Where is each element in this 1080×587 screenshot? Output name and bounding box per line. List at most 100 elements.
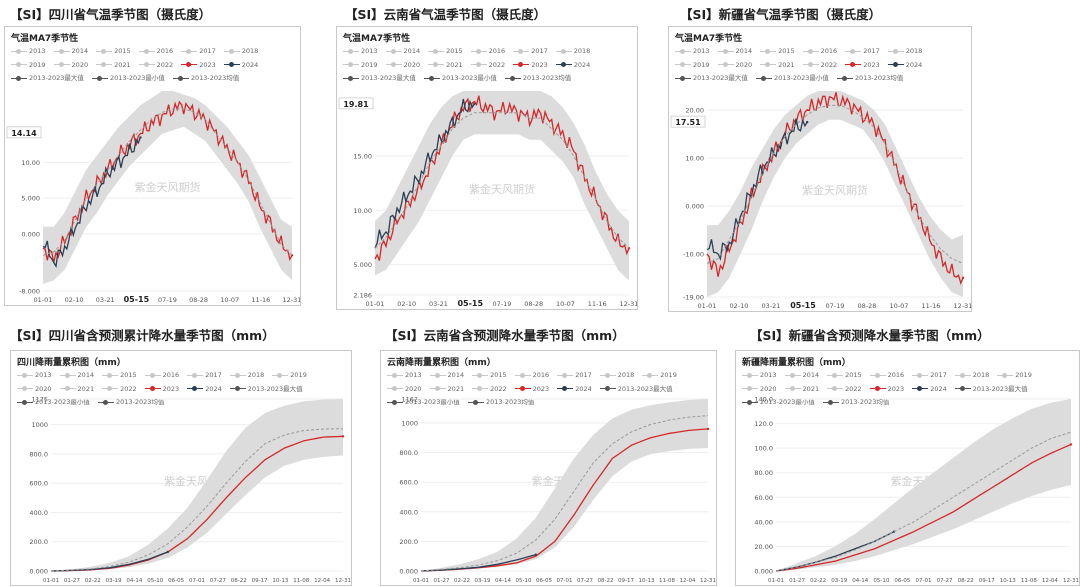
legend-marker bbox=[229, 385, 246, 392]
legend-label: 2013-2023均值 bbox=[522, 74, 572, 82]
legend-item[interactable]: 2022 bbox=[102, 383, 137, 395]
legend-item[interactable]: 2015 bbox=[102, 369, 137, 381]
legend-item[interactable]: 2014 bbox=[59, 369, 94, 381]
legend-label: 2017 bbox=[863, 47, 880, 55]
legend-item[interactable]: 2017 bbox=[557, 369, 592, 381]
legend-item[interactable]: 2021 bbox=[428, 59, 463, 71]
legend-item[interactable]: 2018 bbox=[229, 369, 264, 381]
legend-item[interactable]: 2016 bbox=[470, 45, 505, 57]
legend-item[interactable]: 2016 bbox=[138, 45, 173, 57]
legend-marker bbox=[59, 372, 76, 379]
legend-item[interactable]: 2014 bbox=[784, 369, 819, 381]
legend-item[interactable]: 2014 bbox=[429, 369, 464, 381]
legend-item[interactable]: 2016 bbox=[869, 369, 904, 381]
legend-item[interactable]: 2013-2023均值 bbox=[504, 72, 572, 84]
legend-item[interactable]: 2013-2023最大值 bbox=[343, 72, 416, 84]
legend-item[interactable]: 2013 bbox=[675, 45, 710, 57]
legend-item[interactable]: 2018 bbox=[599, 369, 634, 381]
legend-item[interactable]: 2014 bbox=[53, 45, 88, 57]
legend-item[interactable]: 2016 bbox=[144, 369, 179, 381]
legend-item[interactable]: 2013-2023最大值 bbox=[599, 383, 673, 395]
legend-item[interactable]: 2013-2023最小值 bbox=[742, 396, 815, 408]
legend-item[interactable]: 2024 bbox=[555, 59, 590, 71]
legend-label: 2023 bbox=[532, 384, 550, 393]
legend-item[interactable]: 2024 bbox=[912, 383, 947, 395]
legend-item[interactable]: 2021 bbox=[760, 59, 795, 71]
legend-item[interactable]: 2019 bbox=[272, 369, 307, 381]
legend-item[interactable]: 2023 bbox=[513, 59, 548, 71]
legend-item[interactable]: 2013 bbox=[387, 369, 422, 381]
legend-item[interactable]: 2024 bbox=[187, 383, 222, 395]
legend-item[interactable]: 2013 bbox=[17, 369, 52, 381]
legend-item[interactable]: 2017 bbox=[181, 45, 216, 57]
legend-label: 2013 bbox=[35, 371, 52, 379]
legend-item[interactable]: 2013-2023最小值 bbox=[423, 72, 497, 84]
legend-item[interactable]: 2015 bbox=[760, 45, 795, 57]
legend-item[interactable]: 2017 bbox=[912, 369, 947, 381]
legend-item[interactable]: 2024 bbox=[557, 383, 592, 395]
legend-item[interactable]: 2013-2023最大值 bbox=[11, 72, 84, 84]
legend-item[interactable]: 2013-2023最大值 bbox=[229, 383, 303, 395]
legend-item[interactable]: 2013 bbox=[742, 369, 777, 381]
legend-item[interactable]: 2019 bbox=[11, 59, 46, 71]
legend-item[interactable]: 2016 bbox=[514, 369, 549, 381]
legend-item[interactable]: 2020 bbox=[387, 383, 422, 395]
legend-item[interactable]: 2016 bbox=[802, 45, 837, 57]
legend-marker bbox=[513, 61, 530, 68]
legend-item[interactable]: 2013-2023最小值 bbox=[17, 396, 90, 408]
legend-item[interactable]: 2020 bbox=[53, 59, 88, 71]
legend-item[interactable]: 2020 bbox=[717, 59, 752, 71]
legend-item[interactable]: 2017 bbox=[513, 45, 548, 57]
legend-item[interactable]: 2021 bbox=[59, 383, 94, 395]
legend-item[interactable]: 2013 bbox=[343, 45, 378, 57]
legend-item[interactable]: 2021 bbox=[429, 383, 464, 395]
legend-item[interactable]: 2021 bbox=[96, 59, 131, 71]
legend-item[interactable]: 2014 bbox=[385, 45, 420, 57]
x-tick-label: 01-01 bbox=[413, 578, 429, 584]
legend-item[interactable]: 2023 bbox=[181, 59, 216, 71]
legend-item[interactable]: 2013-2023最大值 bbox=[675, 72, 748, 84]
legend-item[interactable]: 2024 bbox=[887, 59, 922, 71]
legend-item[interactable]: 2014 bbox=[717, 45, 752, 57]
legend-item[interactable]: 2023 bbox=[845, 59, 880, 71]
legend-item[interactable]: 2013-2023最小值 bbox=[755, 72, 829, 84]
legend-item[interactable]: 2023 bbox=[869, 383, 904, 395]
legend-item[interactable]: 2015 bbox=[472, 369, 507, 381]
legend-item[interactable]: 2018 bbox=[555, 45, 590, 57]
legend-item[interactable]: 2023 bbox=[144, 383, 179, 395]
legend-label: 2015 bbox=[778, 47, 795, 55]
legend-item[interactable]: 2022 bbox=[470, 59, 505, 71]
legend-item[interactable]: 2020 bbox=[385, 59, 420, 71]
legend-item[interactable]: 2017 bbox=[845, 45, 880, 57]
legend-item[interactable]: 2021 bbox=[784, 383, 819, 395]
legend-item[interactable]: 2020 bbox=[742, 383, 777, 395]
legend-item[interactable]: 2022 bbox=[827, 383, 862, 395]
legend-item[interactable]: 2019 bbox=[642, 369, 677, 381]
legend-item[interactable]: 2015 bbox=[428, 45, 463, 57]
legend-item[interactable]: 2013 bbox=[11, 45, 46, 57]
legend-item[interactable]: 2018 bbox=[887, 45, 922, 57]
legend-item[interactable]: 2018 bbox=[954, 369, 989, 381]
legend-item[interactable]: 2019 bbox=[997, 369, 1032, 381]
legend-marker bbox=[144, 372, 161, 379]
legend-item[interactable]: 2013-2023均值 bbox=[467, 396, 534, 408]
legend-item[interactable]: 2013-2023均值 bbox=[97, 396, 164, 408]
legend-item[interactable]: 2022 bbox=[802, 59, 837, 71]
legend-item[interactable]: 2013-2023最大值 bbox=[954, 383, 1028, 395]
legend-item[interactable]: 2019 bbox=[343, 59, 378, 71]
legend-item[interactable]: 2022 bbox=[138, 59, 173, 71]
legend-item[interactable]: 2015 bbox=[96, 45, 131, 57]
legend-item[interactable]: 2017 bbox=[187, 369, 222, 381]
legend-item[interactable]: 2013-2023均值 bbox=[836, 72, 903, 84]
legend-item[interactable]: 2023 bbox=[514, 383, 550, 395]
legend-item[interactable]: 2015 bbox=[827, 369, 862, 381]
legend-item[interactable]: 2013-2023最小值 bbox=[387, 396, 460, 408]
legend-item[interactable]: 2018 bbox=[223, 45, 258, 57]
legend-item[interactable]: 2022 bbox=[472, 383, 507, 395]
legend-item[interactable]: 2013-2023最小值 bbox=[91, 72, 165, 84]
legend-item[interactable]: 2013-2023均值 bbox=[172, 72, 239, 84]
legend-item[interactable]: 2020 bbox=[17, 383, 52, 395]
legend-item[interactable]: 2024 bbox=[223, 59, 258, 71]
legend-item[interactable]: 2013-2023均值 bbox=[822, 396, 889, 408]
legend-item[interactable]: 2019 bbox=[675, 59, 710, 71]
